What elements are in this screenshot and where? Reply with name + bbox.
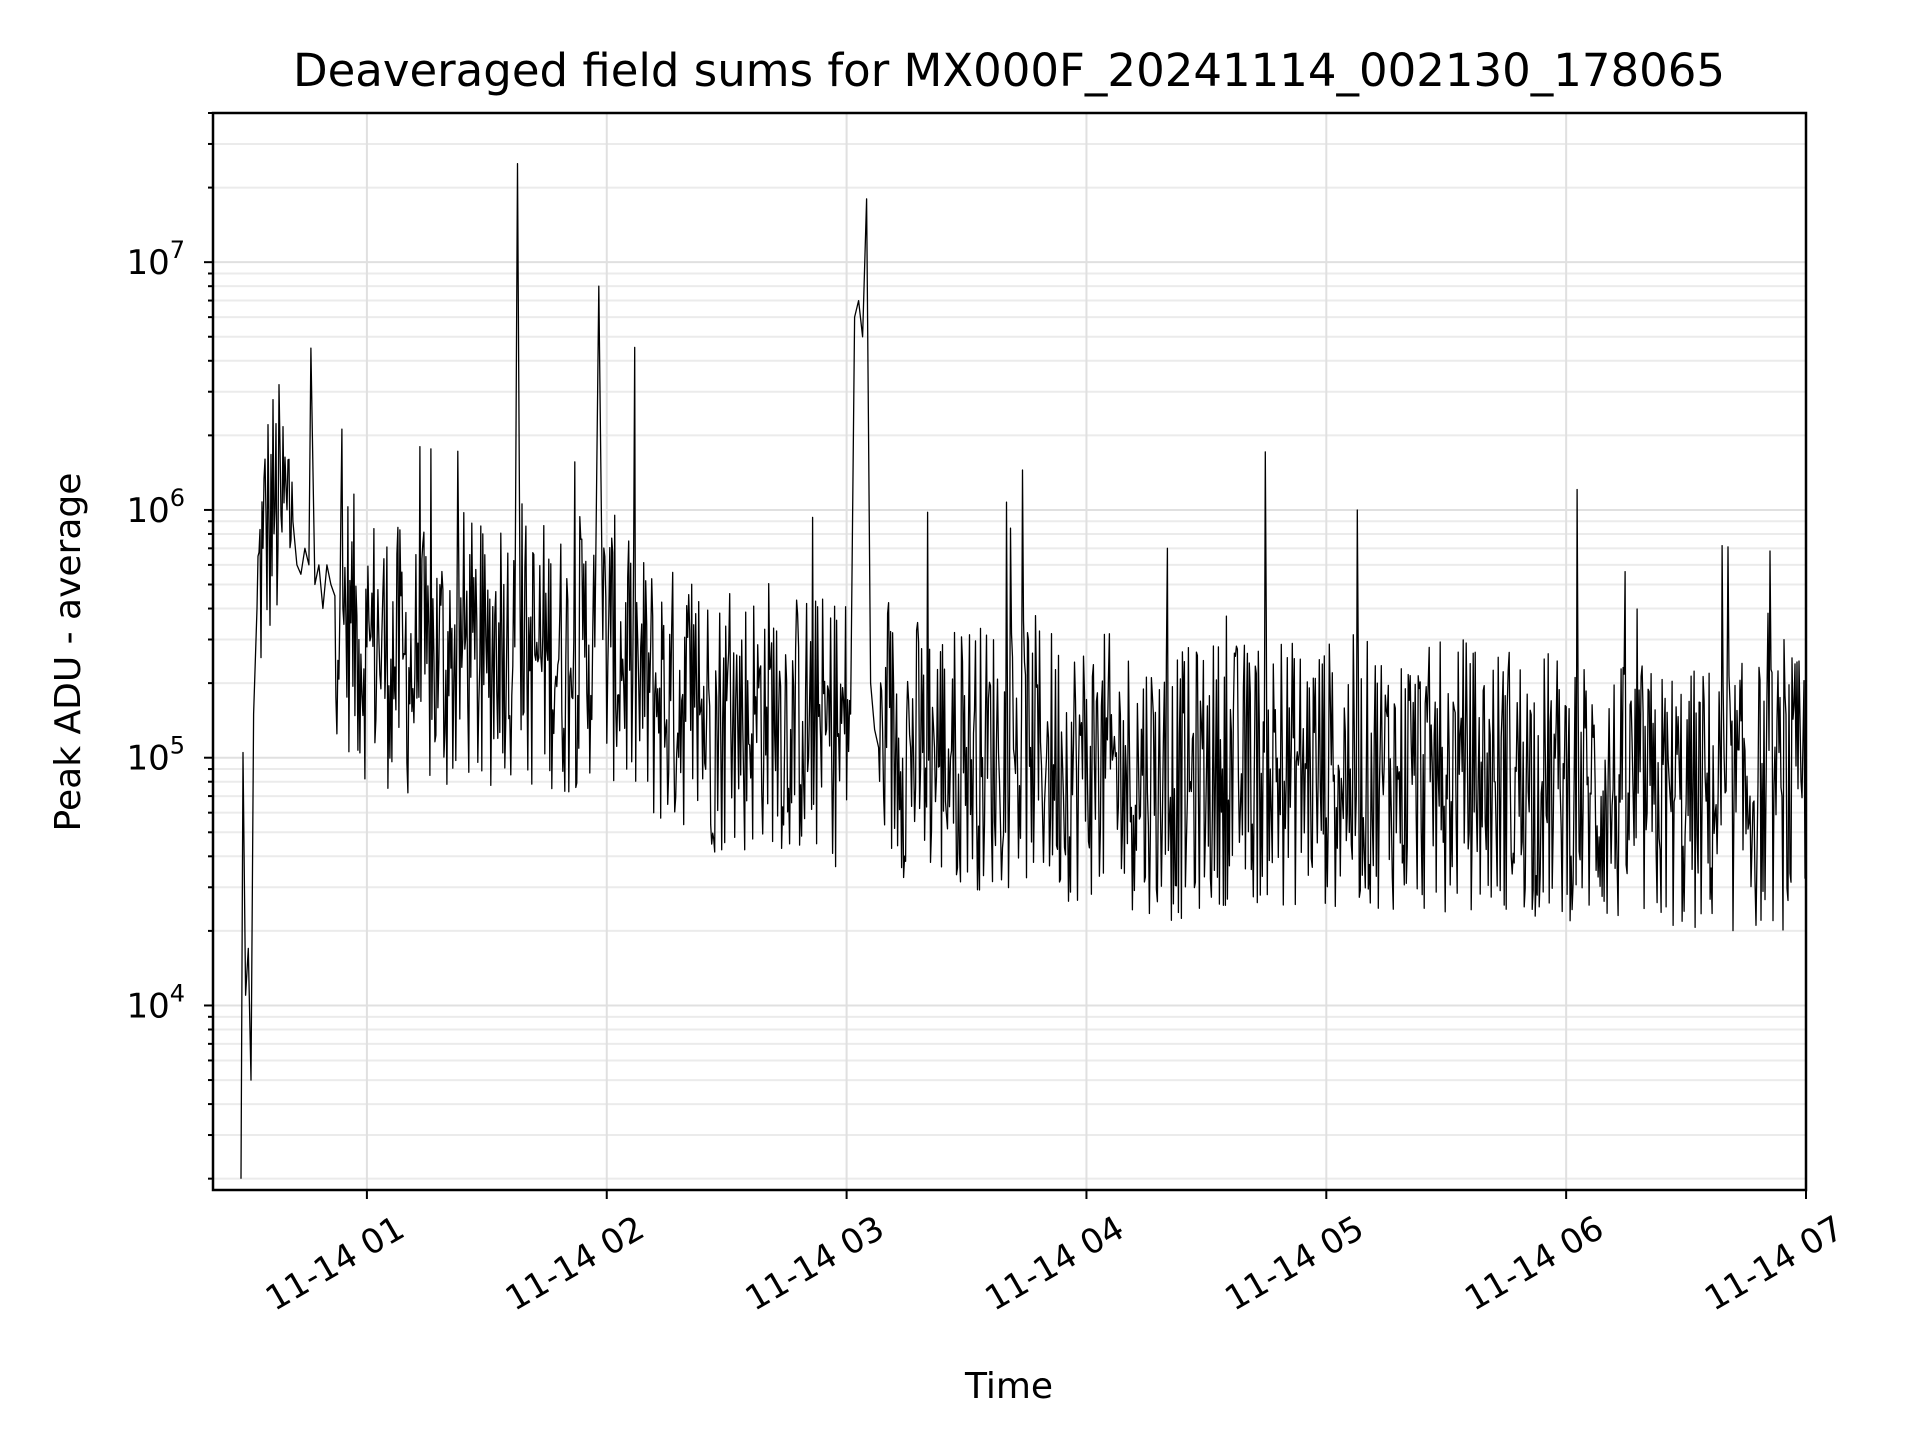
x-axis-label: Time bbox=[964, 1366, 1053, 1407]
x-tick-label: 11-14 05 bbox=[1218, 1208, 1370, 1319]
x-tick-label: 11-14 04 bbox=[979, 1208, 1131, 1319]
y-tick-label: 104 bbox=[126, 979, 185, 1026]
x-tick-label: 11-14 01 bbox=[259, 1208, 411, 1319]
x-tick-label: 11-14 03 bbox=[739, 1208, 891, 1319]
plot-frame bbox=[211, 111, 1808, 1192]
x-axis-ticks: 11-14 01 11-14 02 11-14 03 11-14 04 11-14 05… bbox=[259, 1190, 1851, 1319]
x-tick-label: 11-14 02 bbox=[499, 1208, 651, 1319]
x-tick-label: 11-14 07 bbox=[1698, 1208, 1850, 1319]
chart-title: Deaveraged field sums for MX000F_2024111… bbox=[293, 44, 1725, 97]
y-axis-label: Peak ADU - average bbox=[48, 473, 89, 832]
data-series-line bbox=[240, 162, 1807, 1179]
y-tick-label: 107 bbox=[126, 236, 185, 283]
y-tick-label: 106 bbox=[126, 484, 185, 531]
y-tick-label: 105 bbox=[126, 732, 185, 779]
y-axis-ticks: 104 105 106 107 bbox=[126, 112, 213, 1180]
x-tick-label: 11-14 06 bbox=[1458, 1208, 1610, 1319]
